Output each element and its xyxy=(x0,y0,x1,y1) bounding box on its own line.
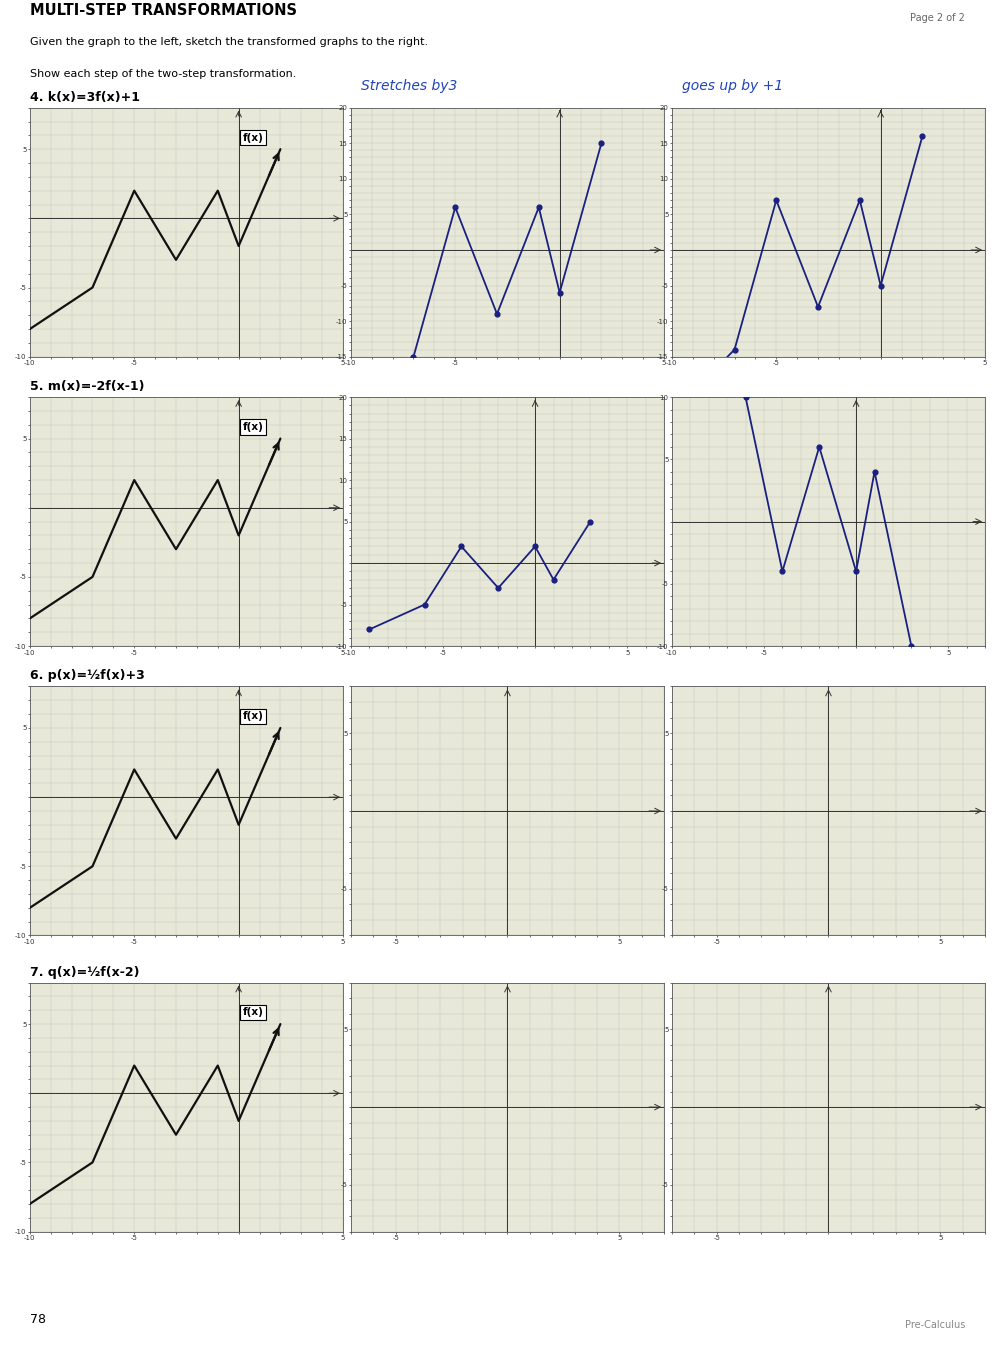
Point xyxy=(447,197,463,218)
Text: 4. k(x)=3f(x)+1: 4. k(x)=3f(x)+1 xyxy=(30,90,140,104)
Point xyxy=(663,402,679,424)
Point xyxy=(489,303,505,324)
Point xyxy=(851,190,867,211)
Point xyxy=(361,619,377,641)
Point xyxy=(737,386,752,408)
Text: Stretches by3: Stretches by3 xyxy=(361,79,456,93)
Text: Given the graph to the left, sketch the transformed graphs to the right.: Given the graph to the left, sketch the … xyxy=(30,38,427,47)
Point xyxy=(903,635,918,657)
Point xyxy=(453,536,469,557)
Text: Show each step of the two-step transformation.: Show each step of the two-step transform… xyxy=(30,69,296,78)
Point xyxy=(810,436,826,458)
Point xyxy=(726,339,742,361)
Text: 78: 78 xyxy=(30,1312,46,1326)
Point xyxy=(847,560,863,581)
Point xyxy=(527,536,543,557)
Point xyxy=(551,281,567,303)
Text: f(x): f(x) xyxy=(243,133,263,143)
Point xyxy=(866,460,882,482)
Text: f(x): f(x) xyxy=(243,1007,263,1018)
Point xyxy=(872,275,888,296)
Point xyxy=(767,190,783,211)
Text: 5. m(x)=-2f(x-1): 5. m(x)=-2f(x-1) xyxy=(30,380,144,393)
Text: MULTI-STEP TRANSFORMATIONS: MULTI-STEP TRANSFORMATIONS xyxy=(30,3,296,17)
Text: f(x): f(x) xyxy=(243,423,263,432)
Point xyxy=(343,411,359,432)
Point xyxy=(406,346,421,367)
Point xyxy=(545,569,561,591)
Point xyxy=(416,594,432,615)
Text: 7. q(x)=½f(x-2): 7. q(x)=½f(x-2) xyxy=(30,965,139,979)
Point xyxy=(682,312,698,334)
Text: Page 2 of 2: Page 2 of 2 xyxy=(910,13,964,23)
Point xyxy=(592,132,608,153)
Point xyxy=(773,560,789,581)
Text: f(x): f(x) xyxy=(243,711,263,721)
Point xyxy=(581,510,597,532)
Text: goes up by +1: goes up by +1 xyxy=(681,79,782,93)
Point xyxy=(490,577,506,599)
Point xyxy=(913,125,929,147)
Text: Pre-Calculus: Pre-Calculus xyxy=(904,1320,964,1330)
Point xyxy=(530,197,546,218)
Point xyxy=(809,296,825,318)
Text: 6. p(x)=½f(x)+3: 6. p(x)=½f(x)+3 xyxy=(30,669,144,682)
